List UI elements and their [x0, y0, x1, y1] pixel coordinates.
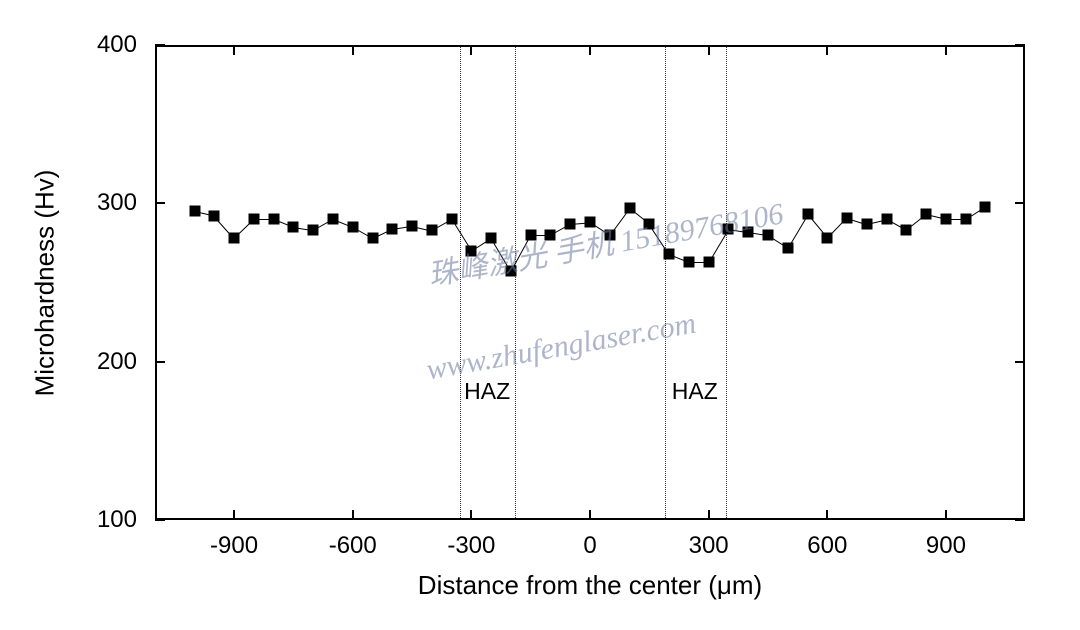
- y-tick: [1015, 361, 1025, 363]
- x-axis-label: Distance from the center (μm): [418, 570, 762, 601]
- series-marker: [940, 214, 951, 225]
- series-marker: [248, 214, 259, 225]
- x-tick: [233, 45, 235, 55]
- y-tick-label: 200: [0, 348, 137, 376]
- plot-area: [155, 45, 1025, 520]
- annotation-haz: HAZ: [464, 378, 510, 405]
- x-tick-label: 0: [583, 532, 596, 560]
- x-tick: [708, 510, 710, 520]
- x-tick: [945, 510, 947, 520]
- x-tick: [945, 45, 947, 55]
- series-marker: [268, 214, 279, 225]
- series-marker: [921, 209, 932, 220]
- series-marker: [288, 222, 299, 233]
- series-marker: [367, 233, 378, 244]
- series-marker: [861, 218, 872, 229]
- y-tick: [1015, 519, 1025, 521]
- haz-line: [726, 45, 727, 520]
- x-tick: [708, 45, 710, 55]
- series-marker: [327, 214, 338, 225]
- y-tick: [1015, 44, 1025, 46]
- series-marker: [387, 223, 398, 234]
- series-marker: [426, 225, 437, 236]
- series-marker: [881, 214, 892, 225]
- y-tick: [155, 361, 165, 363]
- series-marker: [624, 203, 635, 214]
- y-tick-label: 100: [0, 506, 137, 534]
- series-marker: [209, 211, 220, 222]
- y-tick: [155, 519, 165, 521]
- x-tick: [826, 510, 828, 520]
- x-tick-label: 600: [807, 532, 847, 560]
- series-marker: [901, 225, 912, 236]
- x-tick: [470, 45, 472, 55]
- x-tick-label: -300: [447, 532, 495, 560]
- x-tick-label: 900: [926, 532, 966, 560]
- series-marker: [407, 220, 418, 231]
- y-tick-label: 400: [0, 31, 137, 59]
- x-tick: [589, 45, 591, 55]
- series-marker: [683, 256, 694, 267]
- y-tick: [1015, 202, 1025, 204]
- x-tick: [826, 45, 828, 55]
- series-marker: [782, 242, 793, 253]
- series-marker: [703, 256, 714, 267]
- x-tick: [352, 45, 354, 55]
- series-marker: [802, 209, 813, 220]
- x-tick-label: -900: [210, 532, 258, 560]
- x-tick: [352, 510, 354, 520]
- series-marker: [842, 212, 853, 223]
- series-marker: [189, 206, 200, 217]
- x-tick: [233, 510, 235, 520]
- haz-line: [515, 45, 516, 520]
- series-marker: [308, 225, 319, 236]
- series-marker: [822, 233, 833, 244]
- annotation-haz: HAZ: [672, 378, 718, 405]
- series-marker: [347, 222, 358, 233]
- series-marker: [229, 233, 240, 244]
- x-tick: [589, 510, 591, 520]
- haz-line: [665, 45, 666, 520]
- series-marker: [960, 214, 971, 225]
- x-tick: [470, 510, 472, 520]
- series-marker: [980, 201, 991, 212]
- chart-container: Microhardness (Hv) Distance from the cen…: [0, 0, 1080, 630]
- x-tick-label: -600: [329, 532, 377, 560]
- y-tick: [155, 202, 165, 204]
- series-marker: [446, 214, 457, 225]
- y-tick-label: 300: [0, 189, 137, 217]
- y-tick: [155, 44, 165, 46]
- x-tick-label: 300: [689, 532, 729, 560]
